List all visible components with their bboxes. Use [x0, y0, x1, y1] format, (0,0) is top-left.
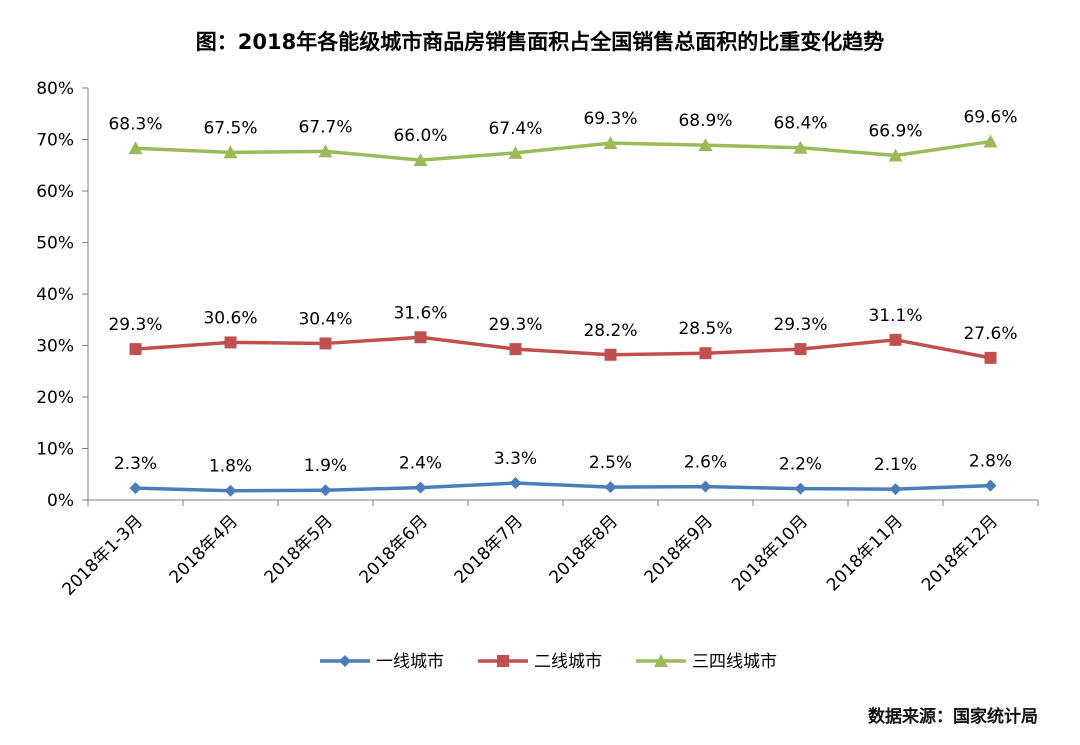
data-label: 29.3% [773, 315, 827, 335]
data-point-marker [604, 481, 617, 494]
data-label: 69.3% [583, 109, 637, 129]
data-label: 67.5% [203, 118, 257, 138]
axes [82, 87, 1039, 506]
data-label: 31.6% [393, 303, 447, 323]
y-tick-label: 10% [36, 440, 74, 460]
data-point-marker [794, 343, 807, 356]
data-point-marker [129, 482, 142, 495]
data-point-marker [509, 343, 522, 356]
data-point-marker [129, 343, 142, 356]
data-label: 2.8% [969, 452, 1012, 472]
data-point-marker [793, 140, 808, 154]
y-tick-label: 70% [36, 131, 74, 151]
data-point-marker [224, 484, 237, 497]
data-point-marker [508, 145, 523, 159]
data-point-marker [509, 477, 522, 490]
series-group: 2.3% 1.8% 1.9% 2.4% 3.3% 2.5% 2.6% 2.2% 2.1% 2.8%… [108, 108, 1018, 497]
data-point-marker [699, 347, 712, 360]
data-label: 69.6% [963, 108, 1017, 128]
legend: 一线城市 二线城市 三四线城市 [320, 652, 777, 672]
x-tick-label: 2018年8月 [546, 511, 622, 587]
y-tick-label: 0% [47, 491, 74, 511]
legend-label: 一线城市 [376, 652, 444, 672]
data-point-marker [698, 138, 713, 152]
data-label: 68.9% [678, 111, 732, 131]
x-tick-label: 2018年1-3月 [59, 511, 147, 599]
data-label: 68.4% [773, 114, 827, 134]
x-tick-label: 2018年4月 [166, 511, 242, 587]
data-point-marker [319, 337, 332, 350]
y-tick-label: 30% [36, 337, 74, 357]
data-label: 3.3% [494, 449, 537, 469]
data-point-marker [414, 481, 427, 494]
series-diamond: 2.3% 1.8% 1.9% 2.4% 3.3% 2.5% 2.6% 2.2% 2.1% 2.8% [114, 449, 1012, 497]
series-triangle: 68.3% 67.5% 67.7% 66.0% 67.4% 69.3% 68.9% 68.4%… [108, 108, 1018, 167]
x-tick-label: 2018年11月 [823, 511, 907, 595]
series-line [135, 139, 991, 162]
x-tick-label: 2018年9月 [641, 511, 717, 587]
data-label: 31.1% [868, 306, 922, 326]
data-label: 2.2% [779, 455, 822, 475]
legend-label: 二线城市 [534, 652, 602, 672]
data-label: 30.4% [298, 309, 352, 329]
data-point-marker [339, 655, 351, 667]
data-point-marker [983, 134, 998, 148]
y-tick-label: 40% [36, 285, 74, 305]
data-label: 68.3% [108, 114, 162, 134]
data-label: 1.9% [304, 456, 347, 476]
data-label: 2.3% [114, 454, 157, 474]
data-point-marker [128, 141, 143, 155]
data-point-marker [984, 351, 997, 364]
data-label: 29.3% [108, 315, 162, 335]
y-tick-label: 60% [36, 182, 74, 202]
x-tick-label: 2018年12月 [918, 511, 1002, 595]
data-label: 30.6% [203, 308, 257, 328]
y-tick-label: 80% [36, 79, 74, 99]
y-tick-labels: 0% 10% 20% 30% 40% 50% 60% 70% 80% [36, 79, 74, 511]
data-point-marker [888, 148, 903, 162]
data-label: 2.4% [399, 454, 442, 474]
data-point-marker [699, 480, 712, 493]
series-square: 29.3% 30.6% 30.4% 31.6% 29.3% 28.2% 28.5% 29.3%… [108, 303, 1018, 364]
data-point-marker [889, 483, 902, 496]
legend-label: 三四线城市 [692, 652, 777, 672]
series-line [135, 481, 991, 493]
data-label: 2.1% [874, 455, 917, 475]
y-tick-label: 50% [36, 234, 74, 254]
data-point-marker [414, 331, 427, 344]
x-tick-label: 2018年6月 [356, 511, 432, 587]
data-label: 28.2% [583, 321, 637, 341]
data-label: 2.6% [684, 453, 727, 473]
data-point-marker [603, 136, 618, 150]
data-point-marker [223, 145, 238, 159]
data-label: 27.6% [963, 324, 1017, 344]
data-point-marker [889, 333, 902, 346]
series-line [135, 335, 991, 360]
data-label: 28.5% [678, 319, 732, 339]
data-point-marker [224, 336, 237, 349]
data-point-marker [319, 484, 332, 497]
data-label: 1.8% [209, 457, 252, 477]
x-tick-label: 2018年10月 [728, 511, 812, 595]
data-label: 29.3% [488, 315, 542, 335]
x-tick-label: 2018年5月 [261, 511, 337, 587]
data-point-marker [794, 482, 807, 495]
data-point-marker [497, 655, 509, 667]
data-label: 66.0% [393, 126, 447, 146]
data-point-marker [654, 654, 668, 667]
data-label: 67.4% [488, 119, 542, 139]
source-note: 数据来源：国家统计局 [868, 707, 1038, 727]
x-tick-label: 2018年7月 [451, 511, 527, 587]
data-point-marker [413, 153, 428, 167]
data-point-marker [604, 348, 617, 361]
x-tick-labels: 2018年1-3月 2018年4月 2018年5月 2018年6月 2018年7月 201… [59, 511, 1002, 599]
data-label: 67.7% [298, 117, 352, 137]
data-point-marker [984, 479, 997, 492]
data-label: 66.9% [868, 121, 922, 141]
data-label: 2.5% [589, 453, 632, 473]
y-tick-label: 20% [36, 388, 74, 408]
chart-title: 图：2018年各能级城市商品房销售面积占全国销售总面积的比重变化趋势 [195, 30, 885, 54]
data-point-marker [318, 144, 333, 158]
